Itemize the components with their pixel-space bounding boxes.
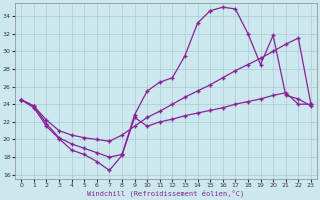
X-axis label: Windchill (Refroidissement éolien,°C): Windchill (Refroidissement éolien,°C) (87, 190, 245, 197)
